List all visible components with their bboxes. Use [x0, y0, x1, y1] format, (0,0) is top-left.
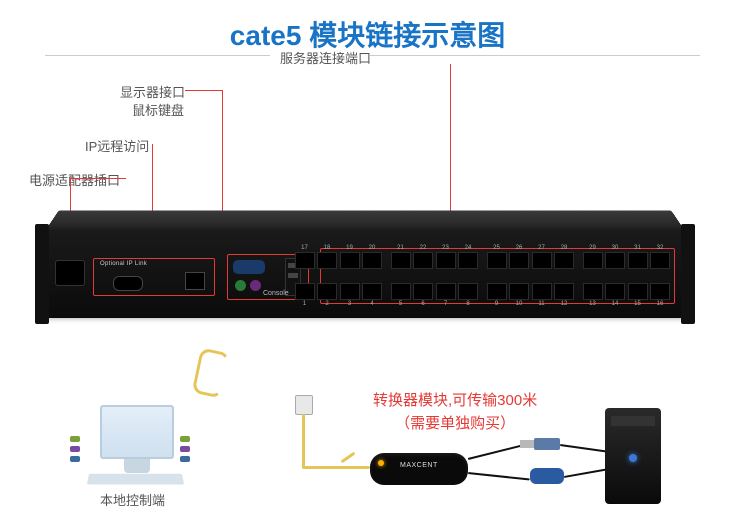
device-top-panel [45, 210, 685, 231]
vga-cable-segment [468, 472, 530, 480]
converter-note: 转换器模块,可传输300米 （需要单独购买） [373, 390, 537, 435]
ps2-mouse-port-icon [250, 280, 261, 291]
title-rest: 模块链接示意图 [301, 20, 505, 51]
cat5-cable-coil-icon [192, 347, 231, 398]
keyboard-icon [87, 474, 184, 485]
label-server-ports: 服务器连接端口 [280, 48, 371, 67]
rj45-server-port [413, 283, 433, 300]
rj45-server-port [650, 252, 670, 269]
converter-module-icon [370, 453, 468, 485]
rj45-server-port [458, 252, 478, 269]
rj45-server-port [532, 283, 552, 300]
rj45-server-port [509, 283, 529, 300]
rj45-dongle-icon [295, 395, 313, 415]
usb-cable-segment [560, 444, 608, 453]
vga-plug-icon [530, 468, 564, 484]
label-ip-remote: IP远程访问 [85, 136, 149, 155]
rj45-server-port [295, 252, 315, 269]
rj45-server-port [605, 283, 625, 300]
rj45-server-port [650, 283, 670, 300]
cat5-cable-segment [341, 452, 356, 464]
converter-note-line1: 转换器模块,可传输300米 [373, 392, 537, 409]
ps2-keyboard-port-icon [235, 280, 246, 291]
title-rule-right [370, 55, 700, 56]
rj45-server-port [509, 252, 529, 269]
kvm-switch-device: Console [45, 230, 685, 318]
vga-port-icon [233, 260, 265, 274]
usb-cable-segment [468, 444, 523, 459]
rj45-server-port [413, 252, 433, 269]
cat5-cable-segment [302, 466, 370, 469]
rj45-server-port [295, 283, 315, 300]
rj45-server-port [628, 252, 648, 269]
rj45-server-port [317, 283, 337, 300]
kvm-cable-connector-icon [180, 436, 190, 442]
kvm-cable-connector-icon [70, 446, 80, 452]
server-tower-icon [605, 408, 661, 504]
rj45-server-port [362, 283, 382, 300]
rj45-server-port [362, 252, 382, 269]
rj45-server-port [554, 283, 574, 300]
console-text: Console [263, 290, 289, 297]
cat5-cable-segment [302, 414, 305, 468]
label-mouse-keyboard: 鼠标键盘 [132, 100, 184, 119]
callout-line [70, 178, 126, 179]
vga-cable-segment [564, 468, 608, 478]
rj45-server-port [583, 283, 603, 300]
callout-line [185, 90, 222, 91]
label-display-port: 显示器接口 [120, 82, 185, 101]
title-brand: cate5 [230, 20, 302, 51]
rj45-server-port [532, 252, 552, 269]
rj45-port-icon [185, 272, 205, 290]
title-rule-left [45, 55, 270, 56]
port-row-top [325, 252, 670, 269]
rj45-server-port [487, 252, 507, 269]
rj45-server-port [583, 252, 603, 269]
rj45-server-port [436, 252, 456, 269]
rj45-server-port [487, 283, 507, 300]
converter-led-icon [378, 460, 384, 466]
kvm-cable-connector-icon [70, 456, 80, 462]
rj45-server-port [554, 252, 574, 269]
serial-port-icon [113, 276, 143, 291]
rj45-server-port [458, 283, 478, 300]
port-row-bottom [325, 283, 670, 300]
kvm-cable-connector-icon [70, 436, 80, 442]
power-inlet-icon [55, 260, 85, 286]
rj45-server-port [436, 283, 456, 300]
label-power-inlet: 电源适配器插口 [29, 170, 120, 189]
rj45-server-port [340, 252, 360, 269]
kvm-cable-connector-icon [180, 456, 190, 462]
rj45-server-port [317, 252, 337, 269]
rj45-server-port [340, 283, 360, 300]
rj45-server-port [628, 283, 648, 300]
label-local-console: 本地控制端 [100, 490, 165, 509]
converter-note-line2: （需要单独购买） [395, 415, 515, 432]
usb-plug-icon [534, 438, 560, 450]
monitor-icon [100, 405, 174, 459]
server-ports-frame [320, 248, 675, 304]
rj45-server-port [391, 252, 411, 269]
kvm-cable-connector-icon [180, 446, 190, 452]
rj45-server-port [605, 252, 625, 269]
rj45-server-port [391, 283, 411, 300]
